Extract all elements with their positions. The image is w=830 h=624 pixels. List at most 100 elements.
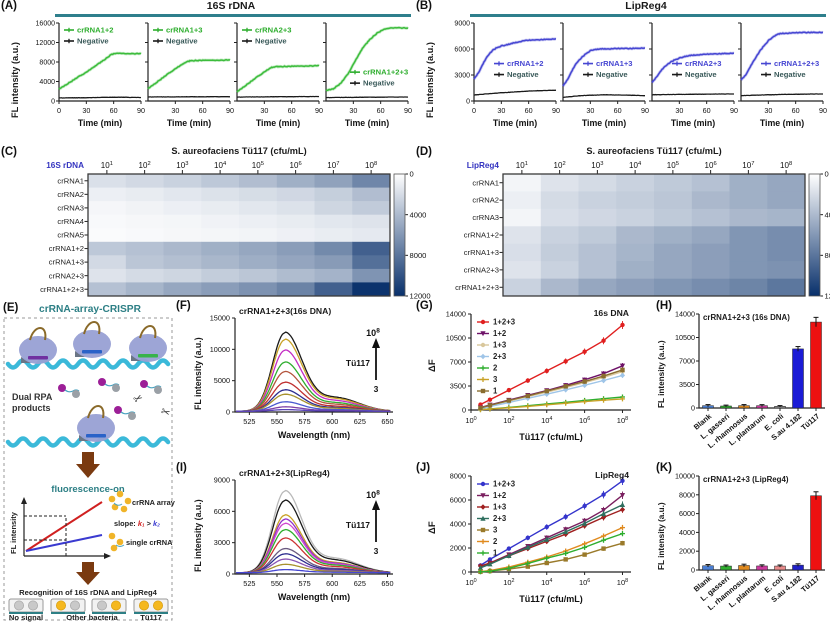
- svg-text:103: 103: [591, 161, 603, 170]
- svg-text:105: 105: [667, 161, 679, 170]
- svg-text:60: 60: [614, 106, 622, 115]
- legend: 1+2+3 1+2 1+3 2+3 3 2 1: [477, 480, 516, 558]
- svg-text:60: 60: [377, 106, 385, 115]
- svg-text:30: 30: [82, 106, 90, 115]
- svg-text:Tü117: Tü117: [799, 574, 821, 595]
- svg-text:3500: 3500: [450, 382, 466, 391]
- svg-text:crRNA2: crRNA2: [57, 190, 84, 199]
- svg-text:4000: 4000: [410, 210, 427, 219]
- subplot-1: 30 60 90 Time (min) crRNA1+3 Negative: [145, 22, 234, 128]
- panel-a: (A) 16S rDNA FL intensity (a.u.) 0 4000 80…: [0, 0, 415, 146]
- panel-k: (K) crRNA1+2+3 (LipReg4) FL intensity (a…: [655, 462, 830, 624]
- panel-g-plot: 0 3500 7000 10500 14000 100 102 104 106 108 Tü117 …: [446, 310, 631, 442]
- svg-text:0: 0: [462, 406, 466, 415]
- svg-text:3: 3: [493, 375, 498, 384]
- panel-g-ylabel: ΔF: [427, 359, 438, 372]
- svg-text:0: 0: [472, 106, 476, 115]
- svg-text:crRNA2: crRNA2: [472, 196, 499, 205]
- svg-text:107: 107: [327, 161, 339, 170]
- svg-text:Time (min): Time (min): [78, 118, 122, 128]
- svg-text:8000: 8000: [410, 251, 427, 260]
- svg-text:60: 60: [792, 106, 800, 115]
- svg-text:3: 3: [374, 546, 379, 556]
- subplot-0: 0 4000 8000 12000 16000 0 30 60 90 Time (min) crRN…: [36, 21, 145, 129]
- svg-text:0: 0: [466, 99, 470, 106]
- svg-text:0: 0: [57, 106, 61, 115]
- svg-text:108: 108: [617, 416, 628, 425]
- panel-a-title: 16S rDNA: [206, 0, 256, 12]
- svg-text:1: 1: [493, 387, 498, 396]
- svg-text:106: 106: [579, 578, 590, 587]
- series-2+3: [477, 372, 626, 412]
- svg-text:102: 102: [554, 161, 566, 170]
- svg-text:crRNA4: crRNA4: [57, 217, 84, 226]
- subplot-3: 30 60 90 Time (min) crRNA1+2+3 Negative: [323, 22, 412, 128]
- svg-text:0: 0: [825, 170, 829, 179]
- subplot-2: 30 60 90 Time (min) crRNA2+3 Negative: [234, 22, 323, 128]
- svg-text:10000: 10000: [210, 345, 230, 354]
- svg-text:16000: 16000: [36, 21, 56, 28]
- series-1: [477, 531, 625, 575]
- svg-text:108: 108: [366, 328, 380, 338]
- svg-text:30: 30: [764, 106, 772, 115]
- panel-b-title-rule: [470, 14, 826, 17]
- panel-b-plot: 0 3000 6000 9000 0 30 60 90 Time (min) crRNA1+2 Ne…: [454, 21, 827, 129]
- panel-j-ylabel: ΔF: [427, 521, 438, 534]
- svg-text:108: 108: [365, 161, 377, 170]
- svg-text:6000: 6000: [679, 509, 695, 518]
- panel-f-title: crRNA1+2+3(16s DNA): [239, 306, 332, 316]
- svg-text:12000: 12000: [36, 40, 56, 47]
- subplot-0: 0 3000 6000 9000 0 30 60 90 Time (min) crRNA1+2 Ne…: [454, 21, 560, 129]
- panel-g-corner-label: 16s DNA: [593, 308, 629, 318]
- svg-text:102: 102: [503, 578, 514, 587]
- panel-j-label: (J): [416, 462, 431, 474]
- svg-text:6000: 6000: [450, 496, 466, 505]
- svg-text:2000: 2000: [450, 544, 466, 553]
- svg-text:525: 525: [243, 579, 255, 588]
- svg-text:90: 90: [819, 106, 827, 115]
- panel-b: (B) LipReg4 FL intensity (a.u.) 0 3000 600…: [415, 0, 830, 146]
- svg-text:0: 0: [226, 570, 230, 579]
- series-1+2+3: [478, 320, 625, 407]
- panel-h: (H) crRNA1+2+3 (16s DNA) FL intensity (a…: [655, 300, 830, 462]
- svg-text:101: 101: [101, 161, 113, 170]
- svg-text:products: products: [12, 403, 51, 413]
- svg-text:3: 3: [493, 526, 498, 535]
- panel-f: (F) crRNA1+2+3(16s DNA) FL intensity (a.…: [175, 300, 415, 462]
- svg-text:9000: 9000: [454, 21, 470, 28]
- panel-h-label: (H): [656, 300, 672, 312]
- svg-text:6000: 6000: [454, 47, 470, 54]
- svg-text:90: 90: [315, 106, 323, 115]
- svg-text:108: 108: [617, 578, 628, 587]
- svg-text:✂: ✂: [132, 392, 146, 407]
- svg-text:crRNA3: crRNA3: [472, 213, 499, 222]
- svg-text:0: 0: [226, 408, 230, 417]
- panel-k-label: (K): [656, 462, 672, 474]
- svg-text:Tü117 (cfu/mL): Tü117 (cfu/mL): [519, 594, 583, 604]
- svg-text:Negative: Negative: [363, 79, 395, 88]
- panel-c: (C) S. aureofaciens Tü117 (cfu/mL) 16S r…: [0, 146, 431, 302]
- panel-i-title: crRNA1+2+3(LipReg4): [239, 468, 330, 478]
- svg-text:Time (min): Time (min): [256, 118, 300, 128]
- svg-text:Tü117: Tü117: [140, 613, 162, 622]
- svg-text:550: 550: [271, 579, 283, 588]
- svg-text:107: 107: [742, 161, 754, 170]
- svg-text:7000: 7000: [450, 358, 466, 367]
- svg-text:4000: 4000: [679, 528, 695, 537]
- svg-text:106: 106: [290, 161, 302, 170]
- svg-text:12000: 12000: [410, 292, 431, 301]
- svg-text:30: 30: [497, 106, 505, 115]
- svg-text:2000: 2000: [679, 547, 695, 556]
- subplot-2: 30 60 90 Time (min) crRNA2+3 Negative: [649, 22, 738, 128]
- svg-text:60: 60: [525, 106, 533, 115]
- svg-text:1+2: 1+2: [493, 491, 507, 500]
- series-2+3: [477, 501, 626, 570]
- svg-text:crRNA3: crRNA3: [57, 203, 84, 212]
- svg-text:crRNA1+2: crRNA1+2: [77, 26, 114, 35]
- svg-text:10500: 10500: [446, 334, 466, 343]
- panel-a-title-rule: [55, 14, 411, 17]
- panel-e-label: (E): [3, 302, 19, 314]
